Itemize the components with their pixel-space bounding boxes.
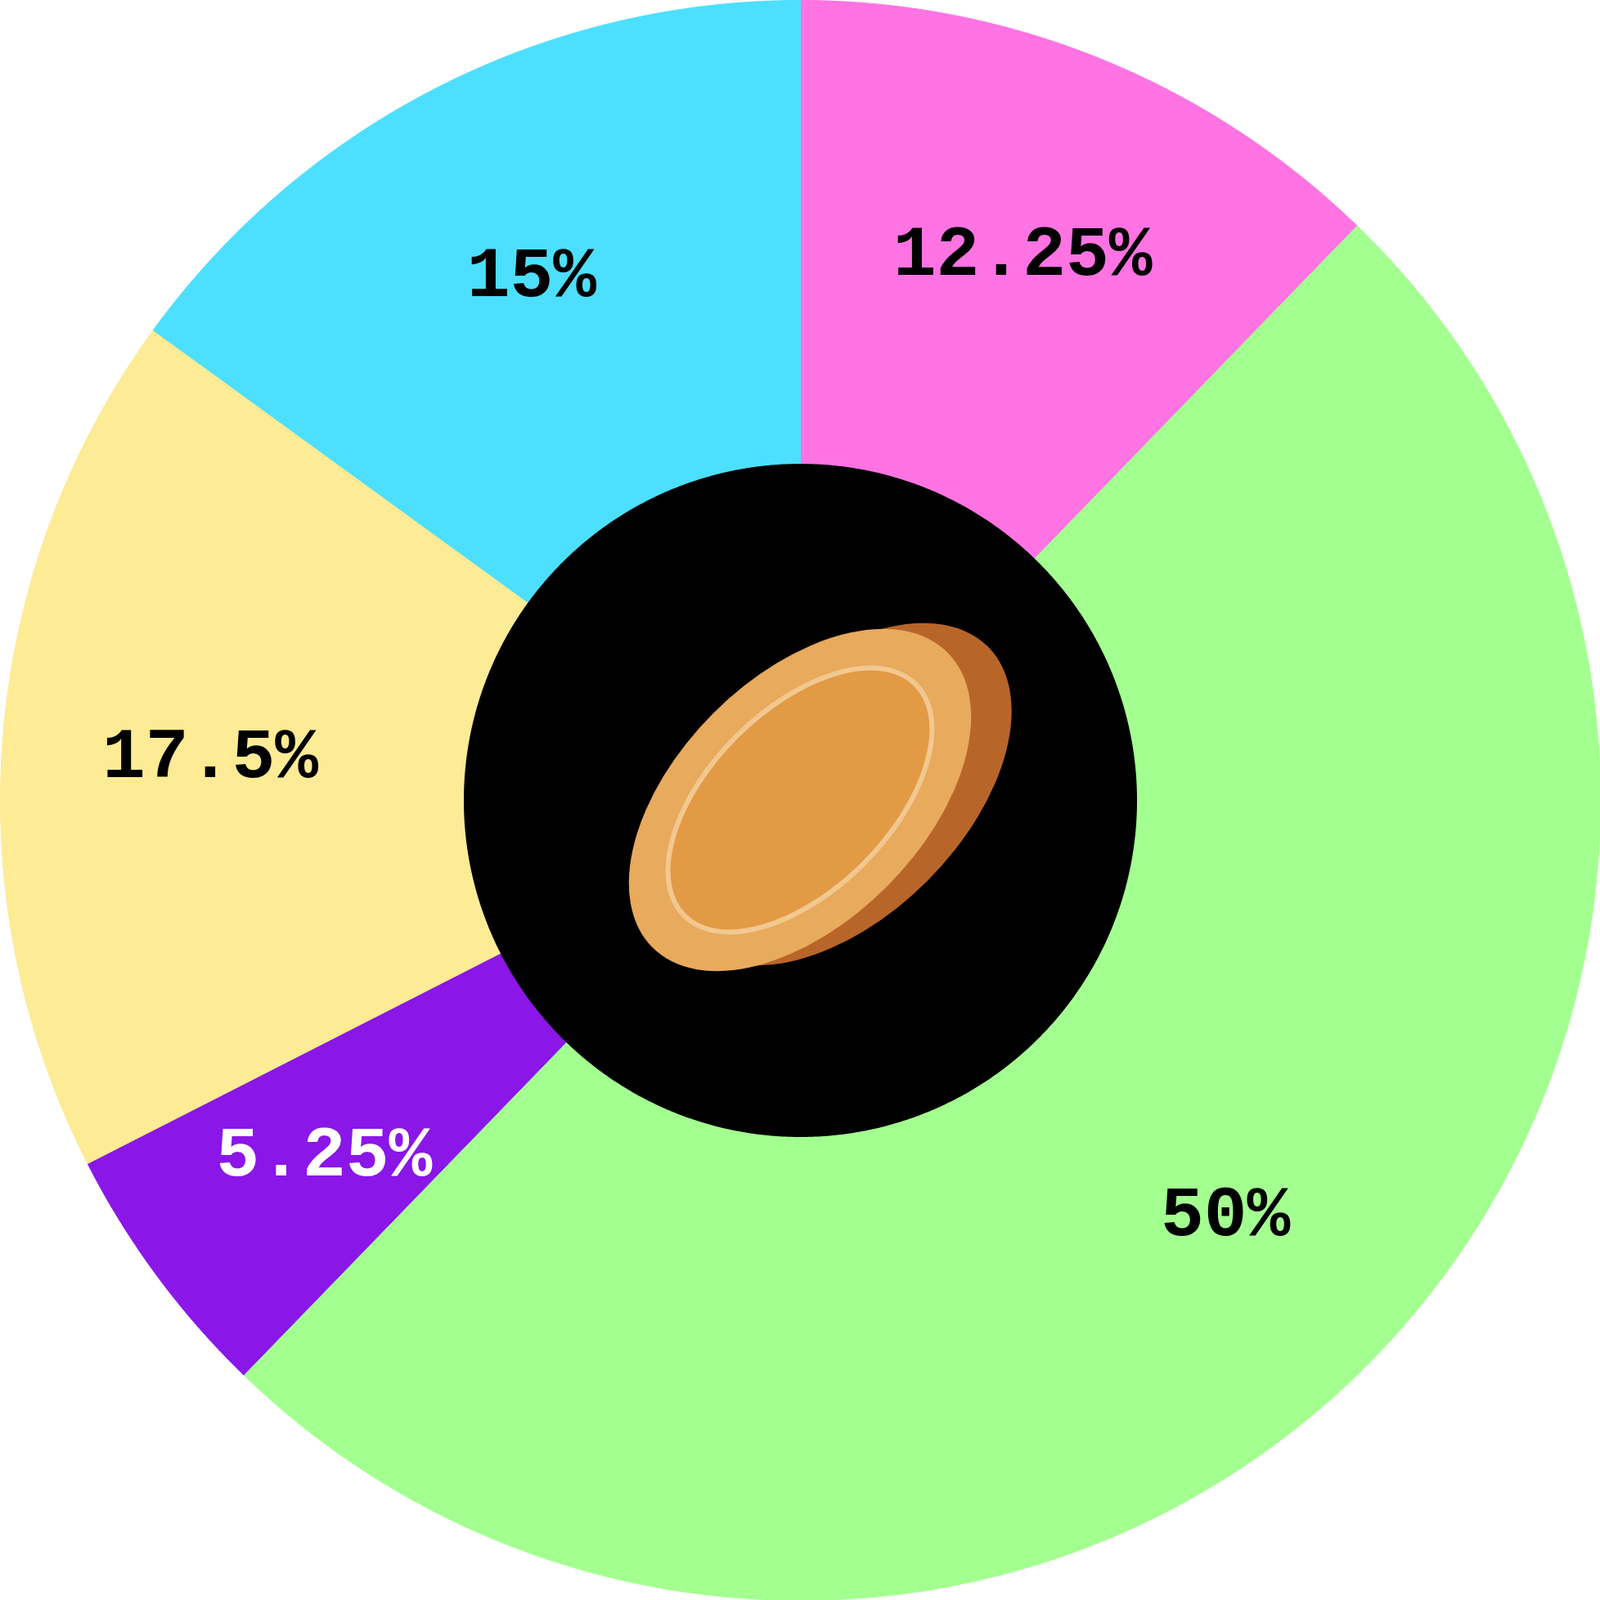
svg-text:50%: 50% [1160,1175,1291,1257]
svg-text:5.25%: 5.25% [215,1115,432,1197]
svg-text:17.5%: 17.5% [102,717,319,799]
svg-text:15%: 15% [467,236,598,318]
svg-text:12.25%: 12.25% [893,215,1153,297]
